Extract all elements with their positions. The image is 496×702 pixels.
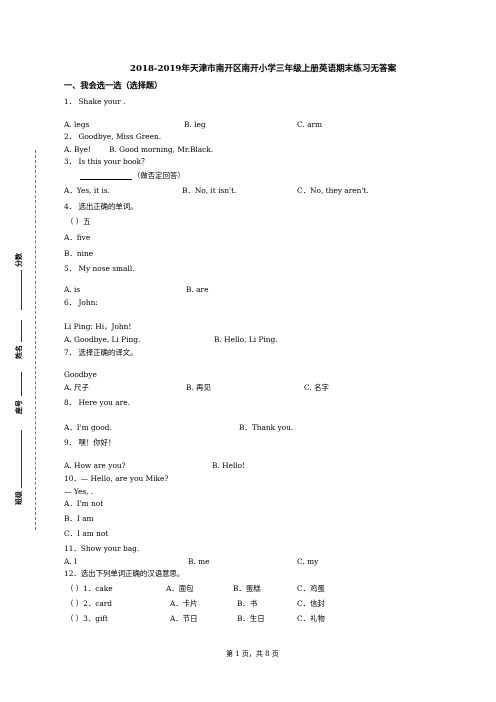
option-b: B. me — [188, 557, 210, 566]
page-title: 2018-2019年天津市南开区南开小学三年级上册英语期末练习无答案 — [130, 64, 397, 74]
option-a: A. How are you? — [64, 461, 126, 470]
option-c: C．信封 — [297, 599, 325, 608]
option-c: C．No, they aren't. — [297, 186, 369, 195]
option-b: B. leg — [184, 120, 206, 129]
option-a: A．节日 — [170, 614, 198, 623]
question-2: 2． Goodbye, Miss Green. — [64, 132, 162, 141]
option-b: B. 再见 — [186, 383, 211, 392]
question-7: 7． 选择正确的译文。 — [64, 348, 138, 357]
question-8: 8． Here you are. — [64, 398, 130, 407]
option-a: A．卡片 — [170, 599, 198, 608]
option-c: C. my — [297, 557, 319, 566]
question-4-item: （ ）五 — [66, 217, 91, 226]
option-b: B. are — [186, 285, 209, 294]
dialog-line: Li Ping: Hi，John! — [64, 322, 132, 331]
match-item: （ ）3．gift — [66, 614, 109, 623]
option-b: B．书 — [237, 599, 258, 608]
option-a: A. is — [64, 285, 81, 294]
answer-blank — [80, 179, 132, 180]
option-a: A. I — [64, 557, 77, 566]
option-a: A．I'm not — [64, 499, 104, 508]
seat-label: 座号 — [15, 400, 23, 414]
question-10: 10．— Hello, are you Mike? — [64, 474, 169, 483]
question-6: 6． John: — [64, 298, 98, 307]
question-12: 12．选出下列单词正确的汉语意思。 — [64, 569, 185, 578]
binding-line — [35, 150, 36, 530]
score-line — [21, 270, 22, 310]
option-c: C. arm — [297, 120, 323, 129]
question-4: 4． 选出正确的单词。 — [64, 202, 138, 211]
question-5: 5． My nose small. — [64, 264, 135, 273]
question-9: 9． 嘿！你好！ — [64, 438, 116, 447]
option-a: A. Bye! — [64, 145, 91, 154]
option-b: B. Good morning, Mr.Black. — [109, 145, 214, 154]
answer-hint: （做否定回答） — [133, 171, 185, 180]
option-a: A．Yes, it is. — [64, 186, 111, 195]
option-c: C．I am not — [64, 529, 109, 538]
section-heading: 一、我会选一选（选择题） — [64, 80, 163, 90]
option-b: B．No, it isn't. — [182, 186, 237, 195]
question-3: 3． Is this your book？ — [64, 157, 149, 166]
option-a: A．面包 — [166, 584, 194, 593]
option-a: A. Goodbye, Li Ping. — [64, 335, 141, 344]
question-1: 1． Shake your . — [64, 97, 126, 106]
question-11: 11．Show your bag. — [64, 544, 140, 553]
question-7-word: Goodbye — [64, 370, 97, 379]
name-label: 姓名 — [15, 345, 23, 359]
page-footer: 第 1 页，共 8 页 — [226, 650, 279, 658]
match-item: （ ）2．card — [66, 599, 113, 608]
option-c: C. 名字 — [304, 383, 329, 392]
class-line — [21, 430, 22, 488]
option-b: B. Hello, Li Ping. — [214, 335, 278, 344]
option-a: A. 尺子 — [64, 383, 89, 392]
option-b: B．生日 — [237, 614, 265, 623]
class-label: 班级 — [15, 491, 23, 505]
option-a: A. legs — [64, 120, 90, 129]
option-c: C．礼物 — [297, 614, 325, 623]
option-c: C．鸡蛋 — [297, 584, 325, 593]
option-b: B．I am — [64, 514, 94, 523]
option-b: B．蛋糕 — [233, 584, 261, 593]
option-b: B. Hello! — [212, 461, 246, 470]
option-b: B．Thank you. — [239, 423, 294, 432]
option-a: A．five — [64, 233, 91, 242]
name-line — [21, 320, 22, 342]
question-10-reply: — Yes, . — [64, 487, 94, 496]
score-label: 分数 — [15, 253, 23, 267]
option-b: B．nine — [64, 249, 94, 258]
option-a: A．I'm good. — [64, 423, 112, 432]
seat-line — [21, 372, 22, 396]
match-item: （ ）1．cake — [66, 584, 113, 593]
